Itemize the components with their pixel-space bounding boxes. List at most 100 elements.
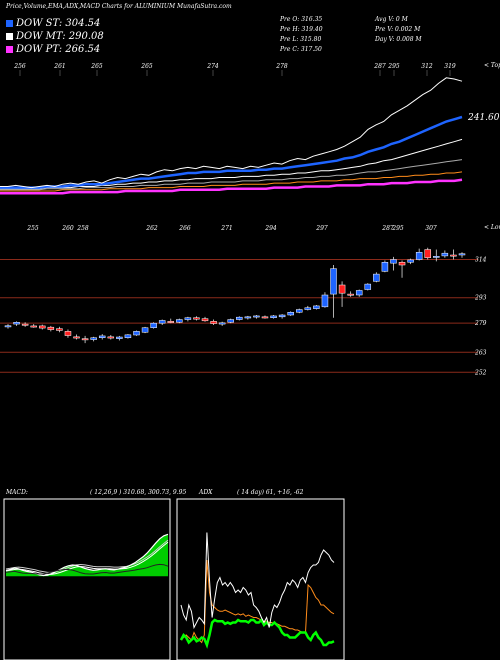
candle-body bbox=[364, 283, 372, 290]
candle-body bbox=[158, 320, 166, 324]
candle-body bbox=[176, 319, 183, 323]
candle-body bbox=[236, 316, 243, 320]
adx-line-adx bbox=[180, 532, 335, 630]
ema-top-label: 265 bbox=[140, 63, 153, 70]
macd-signal-line bbox=[5, 541, 169, 575]
candle-body bbox=[13, 322, 20, 325]
prev-volume: Pre V: 0.002 M bbox=[375, 26, 421, 33]
price-corner-label: < Lows bbox=[484, 224, 500, 231]
ema-top-label: 295 bbox=[387, 63, 400, 70]
ema-top-label: 256 bbox=[13, 63, 26, 70]
candle-body bbox=[321, 294, 329, 308]
adx-line-di-minus bbox=[180, 559, 335, 644]
candle-body bbox=[458, 253, 466, 256]
ema-line-ema-long bbox=[0, 159, 463, 191]
price-top-label: 255 bbox=[26, 225, 39, 232]
candle-body bbox=[150, 322, 157, 328]
candle-body bbox=[116, 336, 123, 339]
candle-body bbox=[56, 328, 63, 331]
candle-body bbox=[330, 268, 337, 295]
dow-mt-swatch bbox=[6, 33, 13, 40]
macd-values: ( 12,26,9 ) 310.68, 300.73, 9.95 bbox=[90, 489, 187, 496]
ema-top-label: 265 bbox=[90, 63, 103, 70]
candle-body bbox=[98, 335, 106, 338]
candle-body bbox=[415, 252, 423, 260]
macd-line bbox=[5, 533, 169, 577]
candle-body bbox=[90, 337, 97, 340]
candle-body bbox=[424, 249, 431, 258]
candle-body bbox=[355, 290, 363, 296]
dow-st-legend: DOW ST: 304.54 bbox=[6, 18, 100, 29]
ema-last-value-label: 241.60 bbox=[467, 113, 500, 123]
candle-body bbox=[141, 327, 149, 333]
macd-area bbox=[6, 534, 168, 577]
candle-body bbox=[227, 319, 234, 323]
adx-panel bbox=[176, 498, 345, 660]
price-level-label: 293 bbox=[474, 295, 487, 302]
avg-volume: Avg V: 0 M bbox=[375, 16, 408, 23]
price-level-label: 279 bbox=[474, 320, 487, 327]
candle-body bbox=[450, 254, 457, 257]
candle-body bbox=[64, 331, 72, 336]
candle-body bbox=[201, 318, 209, 322]
candle-body bbox=[218, 322, 226, 325]
candle-body bbox=[278, 314, 286, 318]
macd-hist-line bbox=[5, 563, 169, 575]
candle-body bbox=[244, 316, 252, 319]
price-top-label: 294 bbox=[264, 225, 277, 232]
dow-mt-legend: DOW MT: 290.08 bbox=[6, 31, 104, 42]
candle-body bbox=[39, 325, 46, 329]
price-top-label: 266 bbox=[178, 225, 191, 232]
price-level-label: 263 bbox=[474, 349, 487, 356]
ema-top-label: 312 bbox=[421, 63, 433, 70]
candle-body bbox=[407, 259, 414, 263]
dow-mt-label: DOW MT: 290.08 bbox=[16, 31, 104, 42]
volume-block: Avg V: 0 M Pre V: 0.002 M Day V: 0.008 M bbox=[375, 15, 422, 45]
candle-body bbox=[81, 338, 89, 341]
ema-top-label: 319 bbox=[444, 63, 456, 70]
ema-corner-label: < Topa bbox=[484, 62, 500, 69]
candle-body bbox=[295, 309, 303, 313]
ema-top-label: 274 bbox=[206, 63, 219, 70]
candle-body bbox=[167, 321, 175, 323]
adx-title: ADX bbox=[199, 489, 213, 496]
candle-body bbox=[381, 262, 389, 272]
candle-body bbox=[304, 307, 312, 310]
price-top-label: 262 bbox=[145, 225, 158, 232]
candle-body bbox=[47, 326, 55, 330]
macd-title: MACD: bbox=[6, 489, 28, 496]
price-top-label: 297 bbox=[315, 225, 328, 232]
macd-frame bbox=[3, 498, 171, 660]
adx-values: ( 14 day) 61, +16, -62 bbox=[237, 489, 304, 496]
price-top-label: 260 bbox=[61, 225, 74, 232]
candle-body bbox=[253, 315, 260, 318]
candle-body bbox=[347, 293, 354, 296]
prev-high: Pre H: 319.40 bbox=[280, 26, 323, 33]
candle-body bbox=[441, 252, 449, 257]
candle-body bbox=[133, 331, 140, 336]
price-top-label: 258 bbox=[76, 225, 89, 232]
price-level-label: 252 bbox=[474, 369, 487, 376]
ema-line-price bbox=[0, 77, 463, 189]
price-top-label: 295 bbox=[391, 225, 404, 232]
candle-body bbox=[390, 259, 397, 264]
dow-st-swatch bbox=[6, 20, 13, 27]
prev-open: Pre O: 316.35 bbox=[280, 16, 323, 23]
prev-low: Pre L: 315.80 bbox=[280, 36, 322, 43]
prev-ohlc-block: Pre O: 316.35 Pre H: 319.40 Pre L: 315.8… bbox=[280, 15, 323, 55]
dow-st-label: DOW ST: 304.54 bbox=[16, 18, 101, 29]
price-top-label: 287 bbox=[381, 225, 394, 232]
candle-body bbox=[373, 273, 380, 282]
ema-top-label: 278 bbox=[275, 63, 288, 70]
price-top-label: 271 bbox=[220, 225, 232, 232]
price-top-label: 307 bbox=[425, 225, 437, 232]
candle-body bbox=[184, 317, 192, 320]
candle-body bbox=[261, 316, 269, 319]
ema-top-label: 261 bbox=[53, 63, 65, 70]
day-volume: Day V: 0.008 M bbox=[375, 36, 422, 43]
macd-panel bbox=[3, 498, 171, 660]
candle-body bbox=[193, 317, 200, 320]
candle-body bbox=[107, 336, 115, 339]
